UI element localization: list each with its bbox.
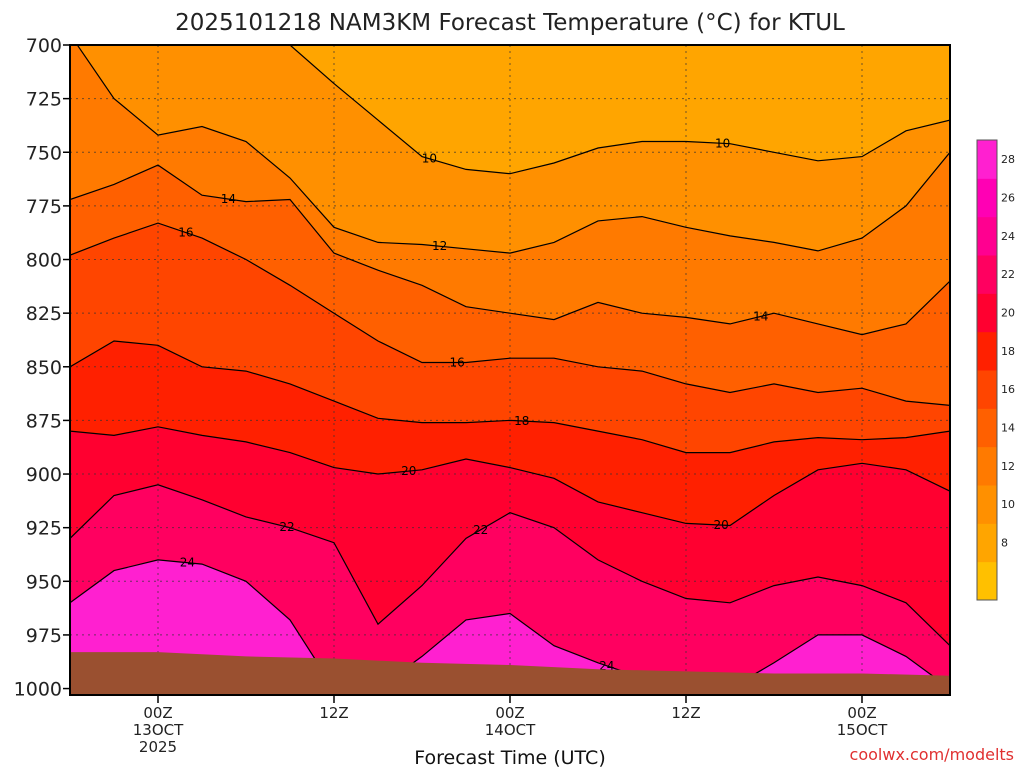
x-tick-label-6-0: 00Z (143, 704, 172, 722)
grid-lines (70, 45, 950, 695)
colorbar-segment-22 (977, 255, 997, 294)
y-tick-label-775: 775 (26, 196, 62, 218)
isotherm-label-24: 24 (599, 659, 614, 673)
y-tick-label-900: 900 (26, 464, 62, 486)
colorbar-segment-20 (977, 293, 997, 333)
y-tick-label-825: 825 (26, 303, 62, 325)
colorbar-label-24: 24 (1001, 230, 1015, 243)
isotherm-label-14: 14 (221, 192, 236, 206)
y-tick-label-925: 925 (26, 518, 62, 540)
y-tick-label-750: 750 (26, 142, 62, 164)
isotherm-label-16: 16 (178, 226, 193, 240)
x-tick-label-54-0: 00Z (847, 704, 876, 722)
isotherm-label-20: 20 (401, 464, 416, 478)
isotherm-16 (70, 222, 950, 406)
x-tick-label-6-2: 2025 (139, 738, 177, 756)
isotherm-label-14: 14 (753, 309, 768, 323)
plot-area: 10 10 12 14 14 16 16 18 20 20 22 22 24 24 (70, 45, 950, 695)
fill-band-below-10 (290, 45, 950, 174)
colorbar-segment-12 (977, 446, 997, 486)
colorbar-segment-26 (977, 178, 997, 218)
x-tick-label-6-1: 13OCT (133, 721, 184, 739)
isotherm-label-22: 22 (279, 520, 294, 534)
colorbar-label-20: 20 (1001, 307, 1015, 320)
y-tick-label-1000: 1000 (14, 679, 62, 701)
isotherm-14 (70, 164, 950, 336)
colorbar-label-16: 16 (1001, 383, 1015, 396)
y-tick-label-950: 950 (26, 571, 62, 593)
colorbar-label-18: 18 (1001, 345, 1015, 358)
isotherm-18 (70, 340, 950, 454)
credit-text: coolwx.com/modelts (850, 745, 1014, 764)
colorbar-label-8: 8 (1001, 537, 1008, 550)
y-tick-label-875: 875 (26, 410, 62, 432)
isotherm-label-20: 20 (714, 518, 729, 532)
colorbar-segment-6 (977, 561, 997, 601)
x-tick-label-30-1: 14OCT (485, 721, 536, 739)
colorbar-segment-18 (977, 331, 997, 371)
x-tick-label-30-0: 00Z (495, 704, 524, 722)
isotherm-label-24: 24 (180, 556, 195, 570)
colorbar: 8 10 12 14 16 18 20 22 24 26 28 (976, 139, 1015, 601)
colorbar-label-26: 26 (1001, 192, 1015, 205)
y-tick-label-800: 800 (26, 250, 62, 272)
colorbar-label-10: 10 (1001, 498, 1015, 511)
isotherm-label-22: 22 (473, 523, 488, 537)
isotherm-24 (70, 559, 950, 690)
isotherm-label-10: 10 (422, 152, 437, 166)
isotherm-22 (70, 484, 950, 647)
x-axis-label: Forecast Time (UTC) (414, 747, 605, 768)
isotherm-label-12: 12 (432, 239, 447, 253)
x-tick-label-42-0: 12Z (671, 704, 700, 722)
colorbar-segment-14 (977, 408, 997, 448)
colorbar-segment-28 (977, 140, 997, 179)
y-tick-label-850: 850 (26, 357, 62, 379)
x-tick-label-18-0: 12Z (319, 704, 348, 722)
isotherm-20 (70, 426, 950, 527)
x-tick-label-54-1: 15OCT (837, 721, 888, 739)
y-tick-label-700: 700 (26, 35, 62, 57)
pressure-axis: 700 725 750 775 800 825 850 875 900 925 950 975 1000 (14, 35, 70, 701)
colorbar-label-14: 14 (1001, 422, 1015, 435)
isotherm-12 (76, 45, 950, 254)
colorbar-segment-24 (977, 216, 997, 256)
isotherm-10 (288, 45, 950, 175)
colorbar-frame (976, 139, 998, 601)
y-tick-label-975: 975 (26, 625, 62, 647)
colorbar-label-22: 22 (1001, 268, 1015, 281)
isotherm-label-18: 18 (514, 414, 529, 428)
colorbar-label-12: 12 (1001, 460, 1015, 473)
chart-title: 2025101218 NAM3KM Forecast Temperature (… (175, 10, 845, 36)
y-tick-label-725: 725 (26, 89, 62, 111)
colorbar-segment-8 (977, 523, 997, 563)
isotherm-contours: 10 10 12 14 14 16 16 18 20 20 22 22 24 24 (70, 45, 950, 690)
colorbar-label-28: 28 (1001, 153, 1015, 166)
colorbar-segment-10 (977, 485, 997, 524)
surface-terrain (70, 652, 950, 695)
colorbar-segment-16 (977, 370, 997, 409)
isotherm-label-10: 10 (715, 136, 730, 150)
isotherm-label-16: 16 (450, 355, 465, 369)
